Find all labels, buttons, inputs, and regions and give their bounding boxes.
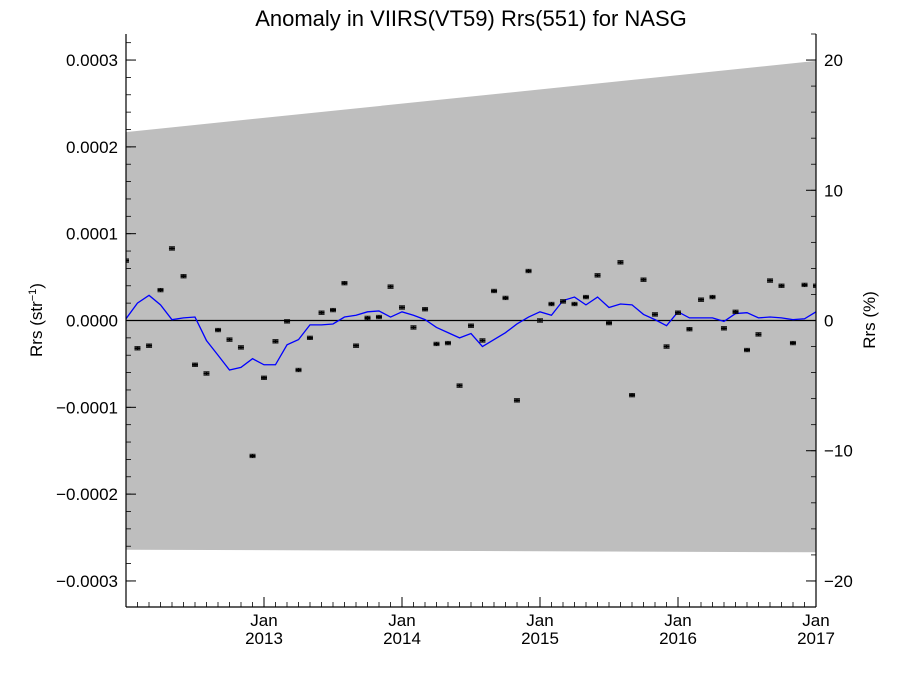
data-point — [272, 339, 279, 344]
data-point — [410, 325, 417, 330]
data-point — [375, 314, 382, 320]
data-point — [422, 307, 429, 312]
data-point — [651, 312, 658, 317]
data-point — [709, 294, 716, 300]
data-point — [560, 299, 567, 304]
data-point — [353, 343, 360, 348]
data-points-layer — [126, 246, 816, 459]
x-tick-month-label: Jan — [802, 611, 829, 630]
data-point — [663, 344, 670, 349]
y2-tick-label: 0 — [824, 312, 833, 331]
data-point — [525, 268, 532, 274]
data-point — [617, 260, 624, 265]
data-point — [686, 327, 693, 332]
y-tick-label: 0.0003 — [66, 51, 118, 70]
x-tick-year-label: 2016 — [659, 629, 697, 648]
data-point — [767, 278, 774, 283]
y2-tick-label: −20 — [824, 572, 853, 591]
x-tick-year-label: 2013 — [245, 629, 283, 648]
y2-tick-label: 10 — [824, 181, 843, 200]
data-point — [778, 283, 785, 288]
data-point — [341, 281, 348, 286]
data-point — [203, 371, 210, 376]
y-tick-label: 0.0000 — [66, 312, 118, 331]
y-axis-label-close: ) — [27, 283, 46, 289]
y-tick-label: 0.0002 — [66, 138, 118, 157]
data-point — [318, 310, 325, 315]
data-point — [399, 305, 405, 310]
data-point — [732, 309, 739, 314]
data-point — [537, 318, 543, 323]
data-point — [744, 347, 750, 353]
y-tick-label: −0.0001 — [56, 398, 118, 417]
chart-title: Anomaly in VIIRS(VT59) Rrs(551) for NASG — [255, 6, 687, 31]
data-point — [491, 288, 498, 294]
data-point — [126, 258, 129, 263]
y-axis-label: Rrs (str−1) — [27, 283, 46, 357]
data-point — [237, 345, 244, 350]
data-point — [284, 319, 291, 324]
x-tick-month-label: Jan — [250, 611, 277, 630]
data-point — [215, 327, 222, 333]
data-point — [157, 287, 164, 293]
ticks-layer: 0.0003 0.0002 0.0001 0.0000 −0.0001 −0.0002 −0… — [56, 33, 853, 648]
y-axis-label-text: Rrs (str — [27, 301, 46, 357]
data-point — [444, 340, 451, 346]
data-point — [134, 346, 141, 351]
data-point — [295, 367, 302, 373]
y2-axis-label: Rrs (%) — [860, 291, 879, 349]
data-point — [502, 295, 509, 301]
data-point — [594, 273, 601, 278]
x-tick-month-label: Jan — [664, 611, 691, 630]
data-point — [192, 362, 198, 367]
uncertainty-band-layer — [126, 60, 816, 553]
data-point — [813, 283, 816, 288]
data-point — [629, 393, 636, 398]
data-point — [387, 284, 394, 289]
x-tick-month-label: Jan — [526, 611, 553, 630]
data-point — [226, 337, 233, 342]
data-point — [456, 383, 463, 388]
data-point — [582, 294, 589, 300]
data-point — [180, 274, 187, 279]
data-point — [479, 338, 486, 343]
x-tick-year-label: 2015 — [521, 629, 559, 648]
data-point — [571, 301, 578, 307]
data-point — [364, 315, 371, 321]
x-tick-year-label: 2014 — [383, 629, 421, 648]
data-point — [306, 335, 313, 341]
x-tick-year-label: 2017 — [797, 629, 835, 648]
data-point — [146, 343, 153, 348]
data-point — [698, 297, 705, 302]
y2-tick-label: −10 — [824, 442, 853, 461]
trend-line — [126, 294, 816, 371]
y-axis-label-superscript: −1 — [27, 289, 39, 302]
data-point — [433, 341, 440, 347]
data-point — [261, 375, 267, 380]
data-point — [548, 301, 555, 307]
data-point — [606, 320, 612, 326]
data-point — [720, 326, 727, 331]
uncertainty-band — [126, 60, 816, 553]
data-point — [330, 307, 336, 313]
data-point — [513, 398, 520, 403]
data-point — [249, 453, 256, 459]
data-point — [801, 282, 808, 288]
trend-line-layer — [126, 294, 816, 371]
data-point — [640, 277, 647, 282]
data-point — [468, 323, 474, 328]
x-tick-month-label: Jan — [388, 611, 415, 630]
data-point — [168, 246, 175, 251]
y-tick-label: 0.0001 — [66, 225, 118, 244]
data-point — [755, 332, 762, 337]
data-point — [789, 340, 796, 346]
data-point — [675, 310, 681, 315]
y-tick-label: −0.0003 — [56, 572, 118, 591]
y2-tick-label: 20 — [824, 51, 843, 70]
y-tick-label: −0.0002 — [56, 485, 118, 504]
